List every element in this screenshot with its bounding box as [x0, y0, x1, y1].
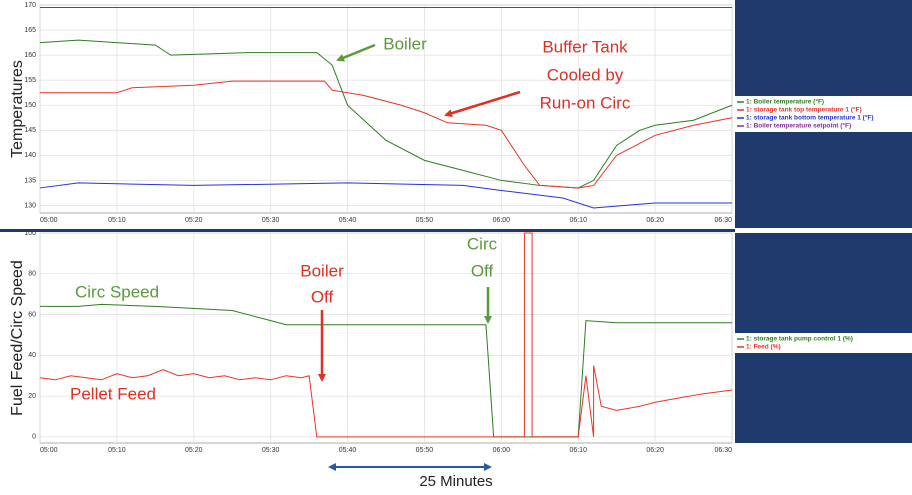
annotation-arrow	[336, 43, 376, 62]
annotation: Off	[311, 287, 334, 306]
x-tick-label: 05:00	[40, 217, 58, 224]
y-tick-label: 145	[24, 127, 36, 134]
legend-label: 1: storage tank bottom temperature 1 (°F…	[746, 114, 874, 122]
annotation: Off	[471, 261, 494, 280]
annotation: Circ Speed	[75, 282, 159, 301]
y-tick-label: 160	[24, 52, 36, 59]
annotation: Buffer Tank	[542, 37, 628, 56]
x-tick-label: 05:20	[185, 217, 203, 224]
y-tick-label: 155	[24, 77, 36, 84]
y-tick-label: 170	[24, 2, 36, 9]
y-tick-label: 0	[32, 434, 36, 441]
legend-box	[735, 333, 912, 353]
plot-area	[39, 232, 733, 444]
x-tick-label: 06:00	[493, 217, 511, 224]
x-tick-label: 05:10	[108, 217, 126, 224]
annotation: Circ	[467, 234, 498, 253]
annotation-arrow	[444, 90, 521, 118]
series-line	[39, 232, 733, 438]
x-tick-label: 06:10	[569, 447, 587, 454]
legend-label: 1: storage tank pump control 1 (%)	[746, 336, 853, 343]
annotation: Boiler	[383, 34, 427, 53]
plot-area	[39, 4, 733, 214]
x-tick-label: 05:30	[262, 447, 280, 454]
series-line	[39, 39, 733, 189]
x-tick-label: 05:40	[339, 447, 357, 454]
x-tick-label: 05:20	[185, 447, 203, 454]
annotation: Run-on Circ	[540, 93, 631, 112]
x-tick-label: 05:30	[262, 217, 280, 224]
y-tick-label: 40	[28, 352, 36, 359]
series-line	[40, 303, 732, 438]
annotation: Pellet Feed	[70, 384, 156, 403]
panel-separator	[0, 229, 735, 232]
legend-box	[735, 96, 912, 132]
y-tick-label: 130	[24, 202, 36, 209]
x-tick-label: 06:10	[569, 217, 587, 224]
x-tick-label: 05:50	[416, 217, 434, 224]
x-tick-label: 06:20	[646, 217, 664, 224]
annotation: Cooled by	[547, 65, 624, 84]
y-tick-label: 80	[28, 271, 36, 278]
series-line	[39, 182, 732, 209]
y-axis-label: Temperatures	[9, 60, 26, 158]
x-tick-label: 05:40	[339, 217, 357, 224]
legend-label: 1: storage tank top temperature 1 (°F)	[746, 106, 862, 114]
y-tick-label: 150	[24, 102, 36, 109]
y-tick-label: 20	[28, 393, 36, 400]
annotation: Boiler	[300, 261, 344, 280]
y-tick-label: 100	[24, 230, 36, 237]
x-tick-label: 05:00	[40, 447, 58, 454]
y-tick-label: 60	[28, 311, 36, 318]
x-tick-label: 06:00	[493, 447, 511, 454]
x-tick-label: 06:20	[646, 447, 664, 454]
legend-label: 1: Feed (%)	[746, 344, 781, 351]
x-tick-label: 06:30	[714, 447, 732, 454]
y-tick-label: 140	[24, 152, 36, 159]
legend-label: 1: Boiler temperature setpoint (°F)	[746, 122, 851, 130]
y-tick-label: 135	[24, 177, 36, 184]
x-tick-label: 06:30	[714, 217, 732, 224]
y-tick-label: 165	[24, 27, 36, 34]
legend-label: 1: Boiler temperature (°F)	[746, 98, 824, 106]
series-line	[40, 80, 733, 189]
y-axis-label: Fuel Feed/Circ Speed	[9, 260, 26, 416]
x-tick-label: 05:50	[416, 447, 434, 454]
x-tick-label: 05:10	[108, 447, 126, 454]
footer-label: 25 Minutes	[419, 473, 492, 490]
